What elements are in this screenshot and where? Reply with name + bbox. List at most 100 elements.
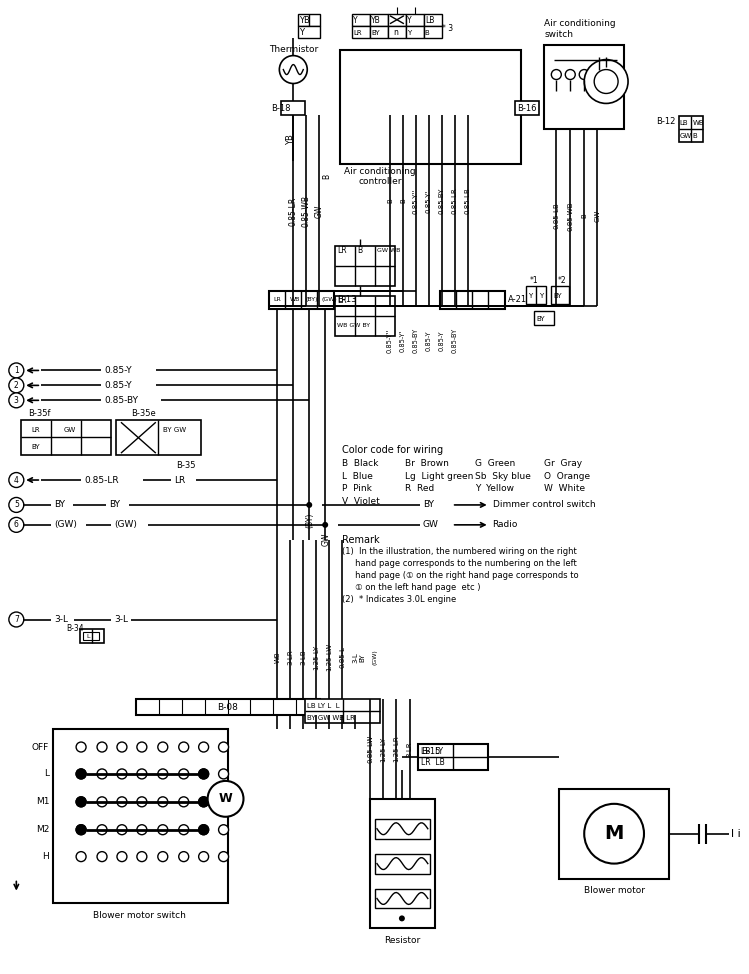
Text: LB: LB xyxy=(680,121,688,127)
Bar xyxy=(298,25,321,38)
Text: W  White: W White xyxy=(545,484,586,494)
Text: 1.25-LY: 1.25-LY xyxy=(313,645,319,670)
Text: B-34: B-34 xyxy=(66,624,84,633)
Bar xyxy=(335,245,395,285)
Text: GW: GW xyxy=(680,133,692,139)
Text: Y  Yellow: Y Yellow xyxy=(475,484,514,494)
Bar xyxy=(440,290,505,309)
Bar xyxy=(388,25,406,38)
Text: M1: M1 xyxy=(36,798,49,806)
Text: GW: GW xyxy=(423,520,439,529)
Text: switch: switch xyxy=(545,30,574,39)
Text: B-35e: B-35e xyxy=(132,409,157,418)
Bar xyxy=(406,25,424,38)
Circle shape xyxy=(76,768,86,779)
Circle shape xyxy=(76,825,86,835)
Text: 0.85-LW: 0.85-LW xyxy=(367,735,373,764)
Bar xyxy=(352,14,370,25)
Bar xyxy=(306,699,380,723)
Circle shape xyxy=(198,768,209,779)
Text: Gr  Gray: Gr Gray xyxy=(545,459,583,468)
Text: Remark: Remark xyxy=(342,535,380,544)
Text: (GW): (GW) xyxy=(54,520,77,529)
Text: (GW): (GW) xyxy=(372,650,377,665)
Text: 0.85-LB: 0.85-LB xyxy=(464,188,470,214)
Circle shape xyxy=(76,825,86,835)
Bar xyxy=(424,14,442,25)
Text: GW: GW xyxy=(321,533,330,546)
Circle shape xyxy=(158,825,168,835)
Bar xyxy=(418,744,488,769)
Text: 3-LR: 3-LR xyxy=(407,741,413,757)
Text: WB GW BY: WB GW BY xyxy=(337,323,370,328)
Text: 0.85-Y'': 0.85-Y'' xyxy=(387,328,393,353)
Circle shape xyxy=(198,742,209,752)
Text: 0.85-Y: 0.85-Y xyxy=(439,330,445,351)
Text: M: M xyxy=(604,824,624,843)
Text: LR: LR xyxy=(31,428,40,433)
Bar xyxy=(534,311,554,324)
Text: 6: 6 xyxy=(14,520,19,529)
Circle shape xyxy=(9,363,24,378)
Text: 3-L: 3-L xyxy=(114,615,128,624)
Text: LB: LB xyxy=(425,17,434,25)
Circle shape xyxy=(137,742,147,752)
Text: L  Blue: L Blue xyxy=(342,471,373,480)
Text: LR: LR xyxy=(273,297,281,302)
Circle shape xyxy=(158,768,168,779)
Circle shape xyxy=(9,612,24,627)
Text: B  Black: B Black xyxy=(342,459,378,468)
Circle shape xyxy=(219,797,228,806)
Text: BY GW: BY GW xyxy=(163,428,186,433)
Bar xyxy=(83,632,99,641)
Text: BY: BY xyxy=(109,501,120,509)
Text: Sb  Sky blue: Sb Sky blue xyxy=(475,471,530,480)
Text: Color code for wiring: Color code for wiring xyxy=(342,445,443,455)
Bar xyxy=(335,296,395,336)
Text: GW: GW xyxy=(315,205,324,218)
Text: B-15: B-15 xyxy=(421,746,440,756)
Circle shape xyxy=(76,851,86,862)
Circle shape xyxy=(198,797,209,806)
Text: BY: BY xyxy=(31,444,40,450)
Text: * 3: * 3 xyxy=(442,24,453,33)
Circle shape xyxy=(198,825,209,835)
Circle shape xyxy=(158,797,168,806)
Circle shape xyxy=(179,768,189,779)
Circle shape xyxy=(158,851,168,862)
Text: 3-LB: 3-LB xyxy=(300,650,306,665)
Circle shape xyxy=(117,768,127,779)
Circle shape xyxy=(551,69,561,80)
Text: B: B xyxy=(425,29,430,36)
Circle shape xyxy=(117,797,127,806)
Circle shape xyxy=(9,517,24,533)
Circle shape xyxy=(97,825,107,835)
Circle shape xyxy=(279,56,307,84)
Circle shape xyxy=(179,851,189,862)
Text: BY: BY xyxy=(54,501,65,509)
Bar xyxy=(375,853,430,874)
Bar xyxy=(116,420,201,455)
Text: (2)  * Indicates 3.0L engine: (2) * Indicates 3.0L engine xyxy=(342,595,456,604)
Circle shape xyxy=(137,768,147,779)
Text: 5: 5 xyxy=(14,501,19,509)
Circle shape xyxy=(9,498,24,512)
Text: B: B xyxy=(693,133,697,139)
Circle shape xyxy=(117,851,127,862)
Text: LB LY L  L: LB LY L L xyxy=(307,703,340,709)
Text: l i: l i xyxy=(731,829,741,839)
Bar xyxy=(53,730,228,904)
Text: 0.85-BY: 0.85-BY xyxy=(439,188,445,214)
Circle shape xyxy=(97,768,107,779)
Text: WB: WB xyxy=(693,121,705,127)
Bar xyxy=(21,420,111,455)
Text: 3-L: 3-L xyxy=(352,652,358,662)
Text: L: L xyxy=(44,769,49,778)
Bar xyxy=(545,45,624,130)
Text: B-12: B-12 xyxy=(656,117,676,126)
Text: BY GW WB LR: BY GW WB LR xyxy=(307,715,355,721)
Text: BY: BY xyxy=(536,316,545,321)
Text: 0.85-LR: 0.85-LR xyxy=(452,188,458,214)
Text: Y: Y xyxy=(407,17,411,25)
Text: BY: BY xyxy=(554,293,562,299)
